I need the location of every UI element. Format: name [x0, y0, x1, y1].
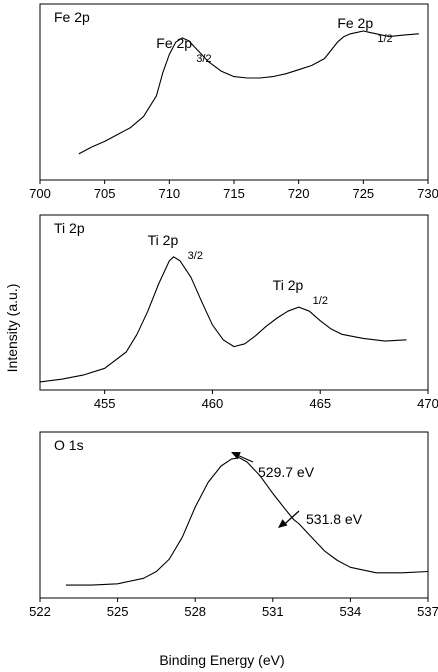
- peak-label-sub: 1/2: [377, 33, 392, 45]
- panel-label: Ti 2p: [54, 220, 85, 236]
- peak-label-sub: 3/2: [188, 250, 203, 262]
- annotation-arrowhead: [231, 452, 241, 460]
- x-tick-label: 470: [417, 396, 438, 411]
- x-tick-label: 720: [288, 186, 310, 201]
- peak-label: Fe 2p: [337, 15, 373, 31]
- annotation-label: 529.7 eV: [258, 464, 315, 480]
- x-tick-label: 460: [202, 396, 224, 411]
- panel-o-1s: 522 525 528 531 534 537 O 1s 529.7 eV 531.8 eV: [29, 431, 438, 619]
- x-tick-label: 455: [94, 396, 116, 411]
- x-axis-title: Binding Energy (eV): [159, 652, 284, 668]
- x-tick-label: 715: [223, 186, 245, 201]
- peak-label-sub: 3/2: [196, 53, 211, 65]
- spectrum-line: [65, 457, 429, 586]
- peak-label: Fe 2p: [156, 35, 192, 51]
- annotation-arrow: [282, 510, 300, 526]
- x-tick-label: 534: [340, 604, 362, 619]
- x-tick-label: 710: [158, 186, 180, 201]
- peak-label: Ti 2p: [273, 277, 304, 293]
- spectrum-line: [39, 256, 407, 383]
- x-tick-label: 531: [262, 604, 284, 619]
- plot-frame: [39, 431, 429, 599]
- peak-label: Ti 2p: [148, 232, 179, 248]
- peak-label-sub: 1/2: [313, 295, 328, 307]
- x-tick-label: 725: [352, 186, 374, 201]
- panel-ti-2p: 455 460 465 470 Ti 2p Ti 2p 3/2 Ti 2p 1/2: [39, 214, 438, 411]
- annotation-label: 531.8 eV: [306, 511, 363, 527]
- x-tick-label: 528: [184, 604, 206, 619]
- plot-frame: [39, 214, 429, 391]
- spectrum-line: [78, 30, 419, 155]
- x-tick-label: 525: [107, 604, 129, 619]
- x-tick-label: 705: [94, 186, 116, 201]
- panel-label: O 1s: [54, 437, 84, 453]
- x-tick-label: 700: [29, 186, 51, 201]
- x-tick-label: 537: [417, 604, 438, 619]
- annotation-arrowhead: [278, 519, 288, 528]
- x-tick-label: 465: [309, 396, 331, 411]
- x-tick-label: 522: [29, 604, 51, 619]
- x-tick-label: 730: [417, 186, 438, 201]
- y-axis-title: Intensity (a.u.): [4, 284, 20, 373]
- panel-label: Fe 2p: [54, 9, 90, 25]
- panel-fe-2p: 700 705 710 715 720 725 730 Fe 2p Fe 2p 3/2 Fe 2p 1…: [29, 3, 438, 201]
